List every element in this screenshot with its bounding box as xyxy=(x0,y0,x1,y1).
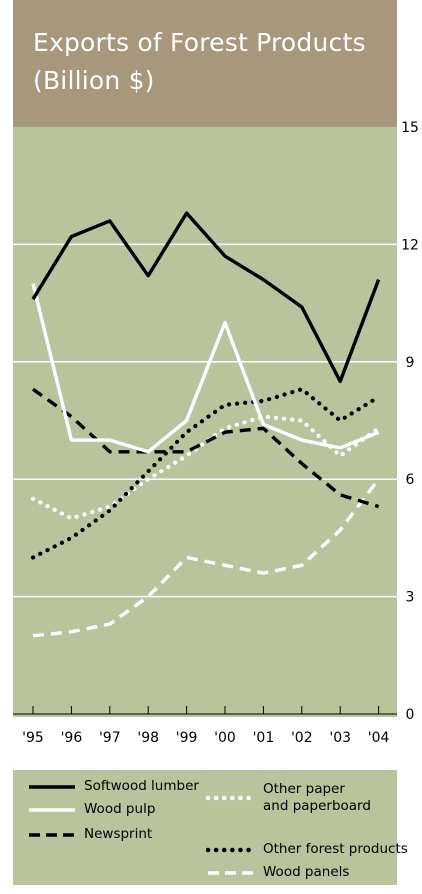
series-line-other-paper-and-paperboard xyxy=(30,414,381,521)
chart-title-line-2: (Billion $) xyxy=(33,66,155,95)
series-line-wood-panels xyxy=(32,478,380,638)
chart-title-line-1: Exports of Forest Products xyxy=(33,28,366,57)
legend-swatch xyxy=(29,785,75,789)
x-tick-label: '98 xyxy=(137,730,159,746)
x-tick-label: '03 xyxy=(329,730,351,746)
y-tick-label: 3 xyxy=(406,590,415,606)
legend-swatch xyxy=(29,833,75,837)
legend-label: Wood panels xyxy=(263,864,350,880)
x-tick-label: '95 xyxy=(22,730,44,746)
series-line-softwood-lumber xyxy=(31,211,381,384)
series-line-newsprint xyxy=(32,387,380,509)
y-tick-label: 12 xyxy=(401,237,419,253)
line-chart: 0 3 6 9 12 15 '95 '96 '97 '98 '99 '00 '01 '02 '03 '04 xyxy=(13,120,419,746)
x-tick-label: '96 xyxy=(61,730,83,746)
y-tick-label: 0 xyxy=(406,707,415,723)
x-tick-label: '97 xyxy=(99,730,121,746)
legend-swatch xyxy=(206,847,256,853)
x-tick-label: '02 xyxy=(291,730,313,746)
x-tick-label: '01 xyxy=(253,730,275,746)
legend-label: Newsprint xyxy=(84,826,153,842)
y-tick-label: 6 xyxy=(406,472,415,488)
legend: Softwood lumber Wood pulp Newsprint Other p… xyxy=(13,770,408,885)
x-tick-label: '99 xyxy=(176,730,198,746)
legend-label: Wood pulp xyxy=(84,801,156,817)
chart-title-box: Exports of Forest Products (Billion $) xyxy=(13,0,397,127)
x-tick-label: '00 xyxy=(214,730,236,746)
y-tick-label: 9 xyxy=(406,355,415,371)
legend-swatch xyxy=(208,871,254,875)
x-tick-label: '04 xyxy=(368,730,390,746)
series-line-other-forest-products xyxy=(30,387,381,560)
legend-label: Other paper and paperboard xyxy=(263,781,371,814)
legend-label: Other forest products xyxy=(263,841,408,857)
series-line-wood-pulp xyxy=(31,283,380,454)
y-tick-label: 15 xyxy=(401,120,419,136)
legend-swatch xyxy=(206,795,256,801)
legend-label: Softwood lumber xyxy=(84,778,199,794)
legend-swatch xyxy=(29,808,75,812)
